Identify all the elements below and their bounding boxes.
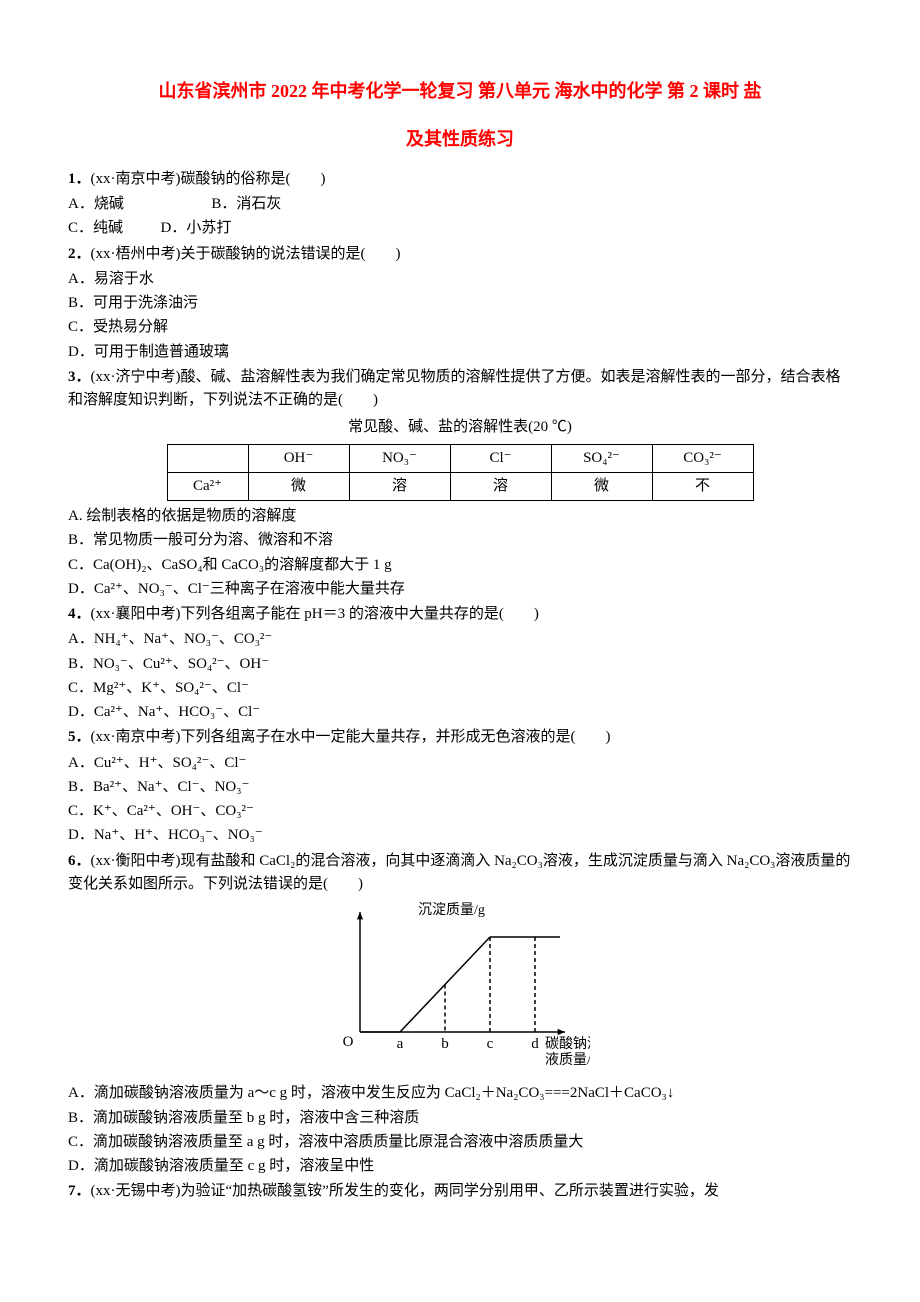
table-header-cell: Cl⁻ (450, 444, 551, 472)
q5-stem: (xx·南京中考)下列各组离子在水中一定能大量共存，并形成无色溶液的是( ) (91, 729, 611, 745)
q4-optA: A．NH₄⁺、Na⁺、NO₃⁻、CO₃²⁻ (68, 628, 852, 651)
table-cell: 溶 (349, 472, 450, 500)
q5-optC: C．K⁺、Ca²⁺、OH⁻、CO₃²⁻ (68, 800, 852, 823)
q3-optD: D．Ca²⁺、NO₃⁻、Cl⁻三种离子在溶液中能大量共存 (68, 578, 852, 601)
svg-text:b: b (441, 1036, 449, 1052)
q2-optC: C．受热易分解 (68, 316, 852, 339)
table-header-cell: SO₄²⁻ (551, 444, 652, 472)
q1-optC-row: C．纯碱 D．小苏打 (68, 217, 852, 240)
page-title-line2: 及其性质练习 (68, 126, 852, 154)
q2-optB: B．可用于洗涤油污 (68, 292, 852, 315)
table-cell: 微 (248, 472, 349, 500)
question-2: 2．(xx·梧州中考)关于碳酸钠的说法错误的是( ) (68, 243, 852, 266)
q7-stem: (xx·无锡中考)为验证“加热碳酸氢铵”所发生的变化，两同学分别用甲、乙所示装置… (91, 1183, 719, 1199)
q6-number: 6． (68, 853, 91, 869)
table-cell: 微 (551, 472, 652, 500)
question-4: 4．(xx·襄阳中考)下列各组离子能在 pH＝3 的溶液中大量共存的是( ) (68, 603, 852, 626)
svg-text:a: a (397, 1036, 404, 1052)
q1-optC: C．纯碱 (68, 220, 123, 236)
svg-text:d: d (531, 1036, 539, 1052)
table-cell: 不 (652, 472, 753, 500)
q6-optA: A．滴加碳酸钠溶液质量为 a～c g 时，溶液中发生反应为 CaCl₂＋Na₂C… (68, 1082, 852, 1105)
q7-number: 7． (68, 1183, 91, 1199)
q4-number: 4． (68, 606, 91, 622)
q5-optA: A．Cu²⁺、H⁺、SO₄²⁻、Cl⁻ (68, 752, 852, 775)
q1-stem: (xx·南京中考)碳酸钠的俗称是( ) (91, 171, 326, 187)
svg-text:c: c (487, 1036, 494, 1052)
q1-number: 1． (68, 171, 91, 187)
q2-optD: D．可用于制造普通玻璃 (68, 341, 852, 364)
q4-optC: C．Mg²⁺、K⁺、SO₄²⁻、Cl⁻ (68, 677, 852, 700)
q6-optB: B．滴加碳酸钠溶液质量至 b g 时，溶液中含三种溶质 (68, 1107, 852, 1130)
table-header-cell: OH⁻ (248, 444, 349, 472)
q6-optD: D．滴加碳酸钠溶液质量至 c g 时，溶液呈中性 (68, 1155, 852, 1178)
question-6: 6．(xx·衡阳中考)现有盐酸和 CaCl₂的混合溶液，向其中逐滴滴入 Na₂C… (68, 850, 852, 897)
q2-stem: (xx·梧州中考)关于碳酸钠的说法错误的是( ) (91, 246, 401, 262)
q5-optD: D．Na⁺、H⁺、HCO₃⁻、NO₃⁻ (68, 824, 852, 847)
solubility-table: OH⁻NO₃⁻Cl⁻SO₄²⁻CO₃²⁻Ca²⁺微溶溶微不 (167, 444, 754, 502)
q5-optB: B．Ba²⁺、Na⁺、Cl⁻、NO₃⁻ (68, 776, 852, 799)
q3-number: 3． (68, 369, 91, 385)
svg-text:沉淀质量/g: 沉淀质量/g (418, 902, 485, 918)
question-5: 5．(xx·南京中考)下列各组离子在水中一定能大量共存，并形成无色溶液的是( ) (68, 726, 852, 749)
table-cell: Ca²⁺ (167, 472, 248, 500)
q6-stem: (xx·衡阳中考)现有盐酸和 CaCl₂的混合溶液，向其中逐滴滴入 Na₂CO₃… (68, 853, 850, 892)
table-header-cell (167, 444, 248, 472)
q1-optA: A．烧碱 (68, 196, 124, 212)
q4-stem: (xx·襄阳中考)下列各组离子能在 pH＝3 的溶液中大量共存的是( ) (91, 606, 539, 622)
question-7: 7．(xx·无锡中考)为验证“加热碳酸氢铵”所发生的变化，两同学分别用甲、乙所示… (68, 1180, 852, 1203)
svg-text:O: O (343, 1034, 354, 1050)
q3-stem: (xx·济宁中考)酸、碱、盐溶解性表为我们确定常见物质的溶解性提供了方便。如表是… (68, 369, 841, 408)
q3-optC: C．Ca(OH)₂、CaSO₄和 CaCO₃的溶解度都大于 1 g (68, 554, 852, 577)
q2-optA: A．易溶于水 (68, 268, 852, 291)
table-header-cell: CO₃²⁻ (652, 444, 753, 472)
q4-optB: B．NO₃⁻、Cu²⁺、SO₄²⁻、OH⁻ (68, 653, 852, 676)
table-cell: 溶 (450, 472, 551, 500)
q6-chart: O 沉淀质量/g 碳酸钠溶液质量/g a b c d (68, 902, 852, 1080)
question-1: 1．(xx·南京中考)碳酸钠的俗称是( ) (68, 168, 852, 191)
q1-optD: D．小苏打 (161, 220, 232, 236)
svg-text:液质量/g: 液质量/g (545, 1052, 590, 1068)
question-3: 3．(xx·济宁中考)酸、碱、盐溶解性表为我们确定常见物质的溶解性提供了方便。如… (68, 366, 852, 413)
q1-optB: B．消石灰 (211, 196, 281, 212)
q2-number: 2． (68, 246, 91, 262)
q3-optB: B．常见物质一般可分为溶、微溶和不溶 (68, 529, 852, 552)
q6-optC: C．滴加碳酸钠溶液质量至 a g 时，溶液中溶质质量比原混合溶液中溶质质量大 (68, 1131, 852, 1154)
table-header-cell: NO₃⁻ (349, 444, 450, 472)
q3-optA: A. 绘制表格的依据是物质的溶解度 (68, 505, 852, 528)
q5-number: 5． (68, 729, 91, 745)
q4-optD: D．Ca²⁺、Na⁺、HCO₃⁻、Cl⁻ (68, 701, 852, 724)
page-title-line1: 山东省滨州市 2022 年中考化学一轮复习 第八单元 海水中的化学 第 2 课时… (68, 78, 852, 106)
q3-table-caption: 常见酸、碱、盐的溶解性表(20 ℃) (68, 416, 852, 439)
q1-optA-row: A．烧碱 B．消石灰 (68, 193, 852, 216)
svg-text:碳酸钠溶: 碳酸钠溶 (545, 1036, 590, 1052)
